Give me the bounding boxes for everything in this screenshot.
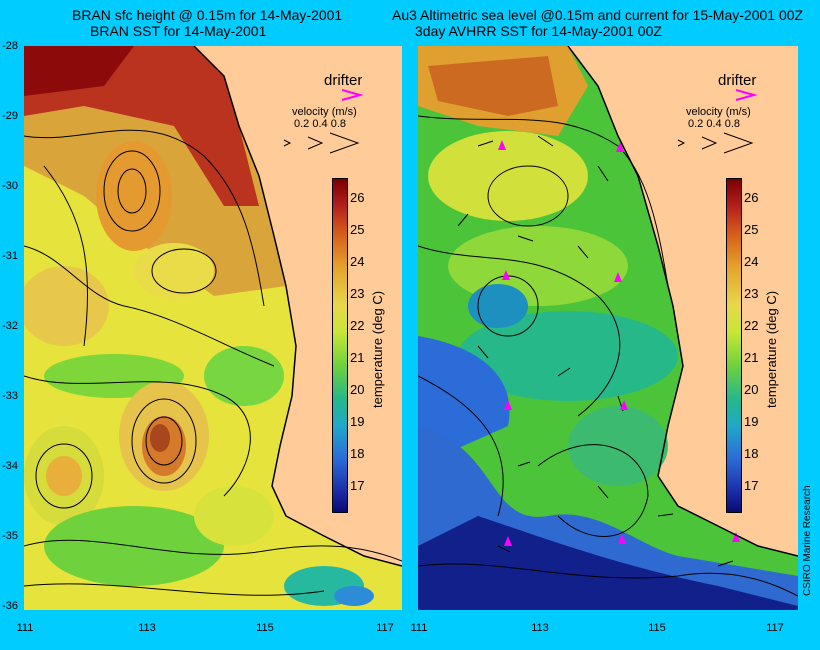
colorbar-tick: 20 <box>350 382 365 397</box>
x-tick: 117 <box>376 622 394 634</box>
credit-label: CSIRO Marine Research <box>802 485 813 596</box>
velocity-label: velocity (m/s) <box>292 106 357 118</box>
colorbar-tick: 26 <box>350 190 365 205</box>
right-title-line2: 3day AVHRR SST for 14-May-2001 00Z <box>415 23 662 39</box>
x-tick: 117 <box>766 622 784 634</box>
colorbar-tick: 24 <box>350 254 365 269</box>
colorbar-tick: 18 <box>350 446 365 461</box>
y-tick: -31 <box>2 250 18 262</box>
drifter-icon <box>341 89 364 101</box>
x-tick: 115 <box>256 622 274 634</box>
colorbar-tick: 19 <box>744 414 759 429</box>
colorbar-tick: 23 <box>350 286 365 301</box>
colorbar-tick: 22 <box>744 318 759 333</box>
drifter-label: drifter <box>324 72 363 89</box>
colorbar-tick: 22 <box>350 318 365 333</box>
y-tick: -32 <box>2 320 18 332</box>
y-tick: -28 <box>2 40 18 52</box>
left-title-line2: BRAN SST for 14-May-2001 <box>90 23 267 39</box>
colorbar-tick: 18 <box>744 446 759 461</box>
colorbar-tick: 23 <box>744 286 759 301</box>
colorbar-unit-label: temperature (deg C) <box>370 290 385 408</box>
x-tick: 111 <box>16 622 34 634</box>
colorbar-unit-label: temperature (deg C) <box>764 290 779 408</box>
colorbar-right <box>726 178 742 513</box>
colorbar-tick: 17 <box>350 478 365 493</box>
left-title-line1: BRAN sfc height @ 0.15m for 14-May-2001 <box>72 7 343 23</box>
y-tick: -36 <box>2 600 18 612</box>
colorbar-tick: 24 <box>744 254 759 269</box>
colorbar-tick: 25 <box>350 222 365 237</box>
colorbar-tick: 21 <box>744 350 759 365</box>
colorbar-tick: 17 <box>744 478 759 493</box>
y-tick: -35 <box>2 530 18 542</box>
y-tick: -29 <box>2 110 18 122</box>
y-tick: -30 <box>2 180 18 192</box>
colorbar-tick: 19 <box>350 414 365 429</box>
right-title-line1: Au3 Altimetric sea level @0.15m and curr… <box>392 7 804 23</box>
x-tick: 115 <box>648 622 666 634</box>
colorbar-tick: 25 <box>744 222 759 237</box>
right-sst-map <box>418 46 798 610</box>
drifter-label: drifter <box>718 72 757 89</box>
colorbar-left <box>332 178 348 513</box>
velocity-arrows-icon <box>677 132 754 154</box>
colorbar-tick: 26 <box>744 190 759 205</box>
x-tick: 113 <box>138 622 156 634</box>
velocity-scale: 0.2 0.4 0.8 <box>688 118 740 130</box>
velocity-scale: 0.2 0.4 0.8 <box>294 118 346 130</box>
x-tick: 111 <box>410 622 428 634</box>
left-sst-map <box>24 46 402 610</box>
y-tick: -34 <box>2 460 18 472</box>
x-tick: 113 <box>531 622 549 634</box>
y-tick: -33 <box>2 390 18 402</box>
colorbar-tick: 21 <box>350 350 365 365</box>
colorbar-tick: 20 <box>744 382 759 397</box>
velocity-arrows-icon <box>283 132 360 154</box>
drifter-icon <box>735 89 758 101</box>
velocity-label: velocity (m/s) <box>686 106 751 118</box>
